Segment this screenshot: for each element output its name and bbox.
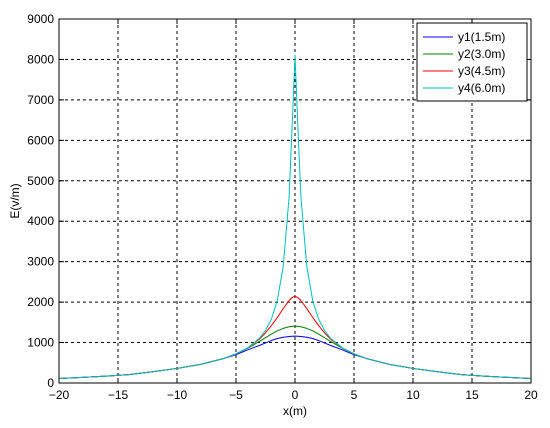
y-axis-label: E(v/m) <box>8 183 22 218</box>
x-tick-label: −15 <box>108 388 129 402</box>
x-axis-label: x(m) <box>283 404 307 418</box>
x-tick-label: 20 <box>524 388 538 402</box>
x-tick-label: 0 <box>292 388 299 402</box>
y-tick-label: 1000 <box>27 336 54 350</box>
legend: y1(1.5m) y2(3.0m) y3(4.5m) y4(6.0m) <box>416 22 528 102</box>
y-tick-label: 6000 <box>27 133 54 147</box>
y-tick-label: 8000 <box>27 52 54 66</box>
y-tick-label: 7000 <box>27 93 54 107</box>
y-tick-label: 9000 <box>27 12 54 26</box>
series-layer <box>58 54 532 380</box>
y-tick-label: 4000 <box>27 214 54 228</box>
x-tick-label: 5 <box>351 388 358 402</box>
x-tick-label: 15 <box>465 388 479 402</box>
y-tick-label: 3000 <box>27 255 54 269</box>
x-tick-label: −5 <box>229 388 243 402</box>
legend-label-1: y1(1.5m) <box>458 30 505 44</box>
x-axis: −20 −15 −10 −5 0 5 10 15 20 <box>49 19 538 402</box>
y-tick-label: 0 <box>47 376 54 390</box>
x-tick-label: −20 <box>49 388 70 402</box>
y-tick-label: 5000 <box>27 174 54 188</box>
x-tick-label: 10 <box>406 388 420 402</box>
legend-label-3: y3(4.5m) <box>458 64 505 78</box>
legend-label-4: y4(6.0m) <box>458 81 505 95</box>
y-axis: 0 1000 2000 3000 4000 5000 6000 7000 8000 9000 <box>27 12 531 390</box>
series-line-4 <box>58 54 532 380</box>
legend-label-2: y2(3.0m) <box>458 47 505 61</box>
y-tick-label: 2000 <box>27 295 54 309</box>
x-tick-label: −10 <box>167 388 188 402</box>
